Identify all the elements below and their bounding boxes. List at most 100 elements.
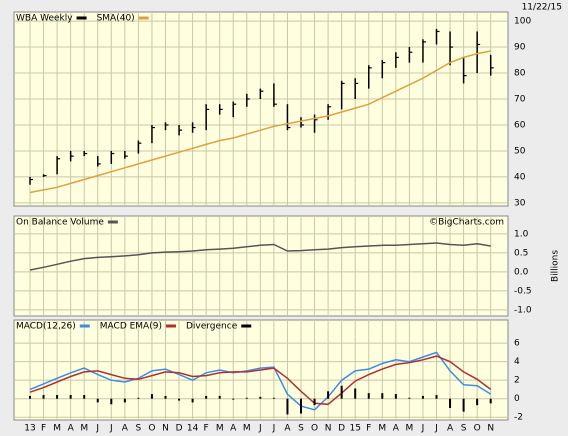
x-tick-label: J: [421, 424, 425, 434]
y-tick-label: 100: [514, 17, 531, 27]
divergence-bar: [137, 397, 140, 399]
divergence-bar: [205, 395, 208, 399]
divergence-bar: [327, 391, 330, 399]
x-tick-label: 14: [187, 424, 199, 434]
x-tick-label: D: [176, 424, 183, 434]
divergence-bar: [394, 394, 397, 399]
x-tick-label: O: [311, 424, 318, 434]
x-tick-label: F: [204, 424, 209, 434]
legend-label: On Balance Volume: [16, 218, 104, 228]
legend-label: SMA(40): [97, 14, 135, 24]
divergence-bar: [272, 397, 275, 399]
divergence-bar: [354, 388, 357, 399]
divergence-bar: [164, 395, 167, 399]
x-tick-label: A: [122, 424, 129, 434]
divergence-bar: [408, 397, 411, 399]
x-tick-label: O: [474, 424, 481, 434]
divergence-bar: [449, 398, 452, 408]
y-tick-label: 6: [514, 339, 520, 349]
x-tick-label: O: [148, 424, 155, 434]
legend-label: MACD(12,26): [16, 322, 76, 332]
x-tick-label: J: [109, 424, 113, 434]
x-tick-label: N: [162, 424, 169, 434]
divergence-bar: [476, 398, 479, 406]
divergence-bar: [110, 398, 113, 405]
divergence-bar: [56, 395, 59, 399]
x-tick-label: S: [298, 424, 304, 434]
y-tick-label: 2: [514, 376, 520, 386]
divergence-bar: [435, 395, 438, 399]
divergence-bar: [218, 395, 221, 399]
divergence-bar: [421, 395, 424, 399]
y-tick-label: 0.0: [514, 267, 529, 277]
x-tick-label: N: [487, 424, 494, 434]
x-tick-label: A: [230, 424, 237, 434]
x-tick-label: J: [272, 424, 276, 434]
x-tick-label: M: [53, 424, 61, 434]
x-tick-label: S: [136, 424, 142, 434]
y-axis-label: Billions: [551, 250, 561, 282]
y-tick-label: 40: [514, 172, 526, 182]
x-tick-label: M: [216, 424, 224, 434]
divergence-bar: [232, 398, 235, 400]
series-line: [29, 355, 492, 406]
divergence-bar: [489, 398, 492, 404]
divergence-bar: [313, 398, 316, 406]
series-line: [29, 242, 491, 271]
y-tick-label: 4: [514, 357, 520, 367]
y-tick-label: 80: [514, 69, 526, 79]
x-tick-label: A: [68, 424, 75, 434]
x-tick-label: M: [406, 424, 414, 434]
y-tick-label: 90: [514, 43, 526, 53]
x-tick-label: A: [447, 424, 454, 434]
divergence-bar: [42, 395, 45, 399]
chart-date: 11/22/15: [522, 3, 562, 13]
divergence-bar: [462, 398, 465, 412]
legend-label: MACD EMA(9): [100, 322, 162, 332]
x-tick-label: F: [41, 424, 46, 434]
y-tick-label: 1.0: [514, 229, 529, 239]
series-line: [29, 50, 491, 194]
x-tick-label: 15: [349, 424, 360, 434]
divergence-bar: [150, 394, 153, 399]
x-tick-label: M: [378, 424, 386, 434]
x-tick-label: M: [243, 424, 251, 434]
divergence-bar: [259, 396, 262, 399]
x-tick-label: J: [258, 424, 262, 434]
panel-background: [13, 215, 509, 317]
legend-label: WBA Weekly: [16, 14, 73, 24]
divergence-bar: [123, 398, 126, 403]
y-tick-label: -0.5: [514, 286, 532, 296]
divergence-bar: [178, 398, 181, 401]
divergence-bar: [83, 395, 86, 399]
x-tick-label: M: [80, 424, 88, 434]
y-tick-label: 0.5: [514, 248, 528, 258]
x-tick-label: J: [434, 424, 438, 434]
divergence-bar: [381, 393, 384, 399]
divergence-bar: [367, 393, 370, 399]
divergence-bar: [191, 398, 194, 403]
divergence-bar: [300, 398, 302, 414]
y-tick-label: -1.0: [514, 305, 532, 315]
legend-label: Divergence: [186, 322, 238, 332]
x-tick-label: N: [325, 424, 332, 434]
y-tick-label: 70: [514, 95, 526, 105]
panel-background: [13, 11, 509, 207]
y-tick-label: 0: [514, 394, 520, 404]
divergence-bar: [340, 385, 343, 399]
x-tick-label: A: [284, 424, 291, 434]
y-tick-label: 30: [514, 198, 526, 208]
x-tick-label: D: [338, 424, 345, 434]
divergence-bar: [245, 397, 248, 399]
divergence-bar: [96, 398, 99, 403]
x-tick-label: J: [95, 424, 99, 434]
x-tick-label: F: [366, 424, 371, 434]
y-tick-label: 50: [514, 146, 526, 156]
series-line: [29, 351, 492, 411]
y-tick-label: -2: [514, 413, 523, 423]
divergence-bar: [69, 395, 72, 399]
x-tick-label: 13: [24, 424, 35, 434]
x-tick-label: A: [393, 424, 400, 434]
y-tick-label: 60: [514, 120, 526, 130]
